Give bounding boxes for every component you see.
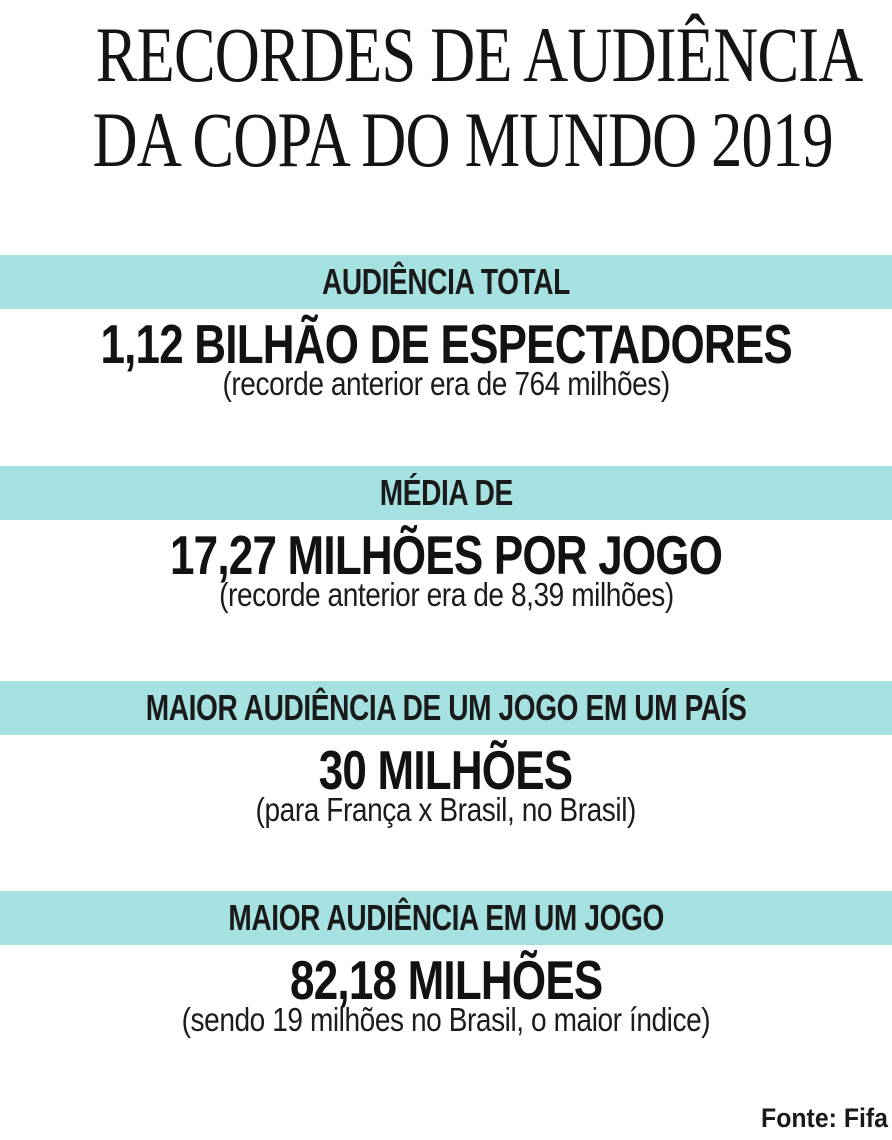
section-header-bar-media: MÉDIA DE — [0, 466, 892, 520]
section-header-bar-maior-audiencia-pais: MAIOR AUDIÊNCIA DE UM JOGO EM UM PAÍS — [0, 681, 892, 735]
source-credit: Fonte: Fifa — [761, 1103, 888, 1133]
section-header-label: MAIOR AUDIÊNCIA DE UM JOGO EM UM PAÍS — [145, 687, 747, 728]
section-note-media: (recorde anterior era de 8,39 milhões) — [218, 576, 674, 613]
section-header-bar-audiencia-total: AUDIÊNCIA TOTAL — [0, 255, 892, 309]
section-value-media: 17,27 MILHÕES POR JOGO — [169, 524, 723, 586]
section-note-maior-audiencia-pais: (para França x Brasil, no Brasil) — [255, 791, 637, 828]
section-header-label: MÉDIA DE — [379, 472, 513, 513]
page-title: RECORDES DE AUDIÊNCIA DA COPA DO MUNDO 2… — [0, 12, 892, 182]
section-header-label: AUDIÊNCIA TOTAL — [322, 261, 570, 302]
page-title-line2: DA COPA DO MUNDO 2019 — [92, 96, 834, 183]
section-header-label: MAIOR AUDIÊNCIA EM UM JOGO — [228, 897, 664, 938]
section-value-maior-audiencia-pais: 30 MILHÕES — [319, 739, 573, 801]
section-note-audiencia-total: (recorde anterior era de 764 milhões) — [222, 365, 670, 402]
section-note-maior-audiencia-jogo: (sendo 19 milhões no Brasil, o maior índ… — [181, 1001, 711, 1038]
section-value-audiencia-total: 1,12 BILHÃO DE ESPECTADORES — [100, 313, 792, 375]
section-header-bar-maior-audiencia-jogo: MAIOR AUDIÊNCIA EM UM JOGO — [0, 891, 892, 945]
section-value-maior-audiencia-jogo: 82,18 MILHÕES — [289, 949, 603, 1011]
page-title-line1: RECORDES DE AUDIÊNCIA — [95, 11, 863, 98]
